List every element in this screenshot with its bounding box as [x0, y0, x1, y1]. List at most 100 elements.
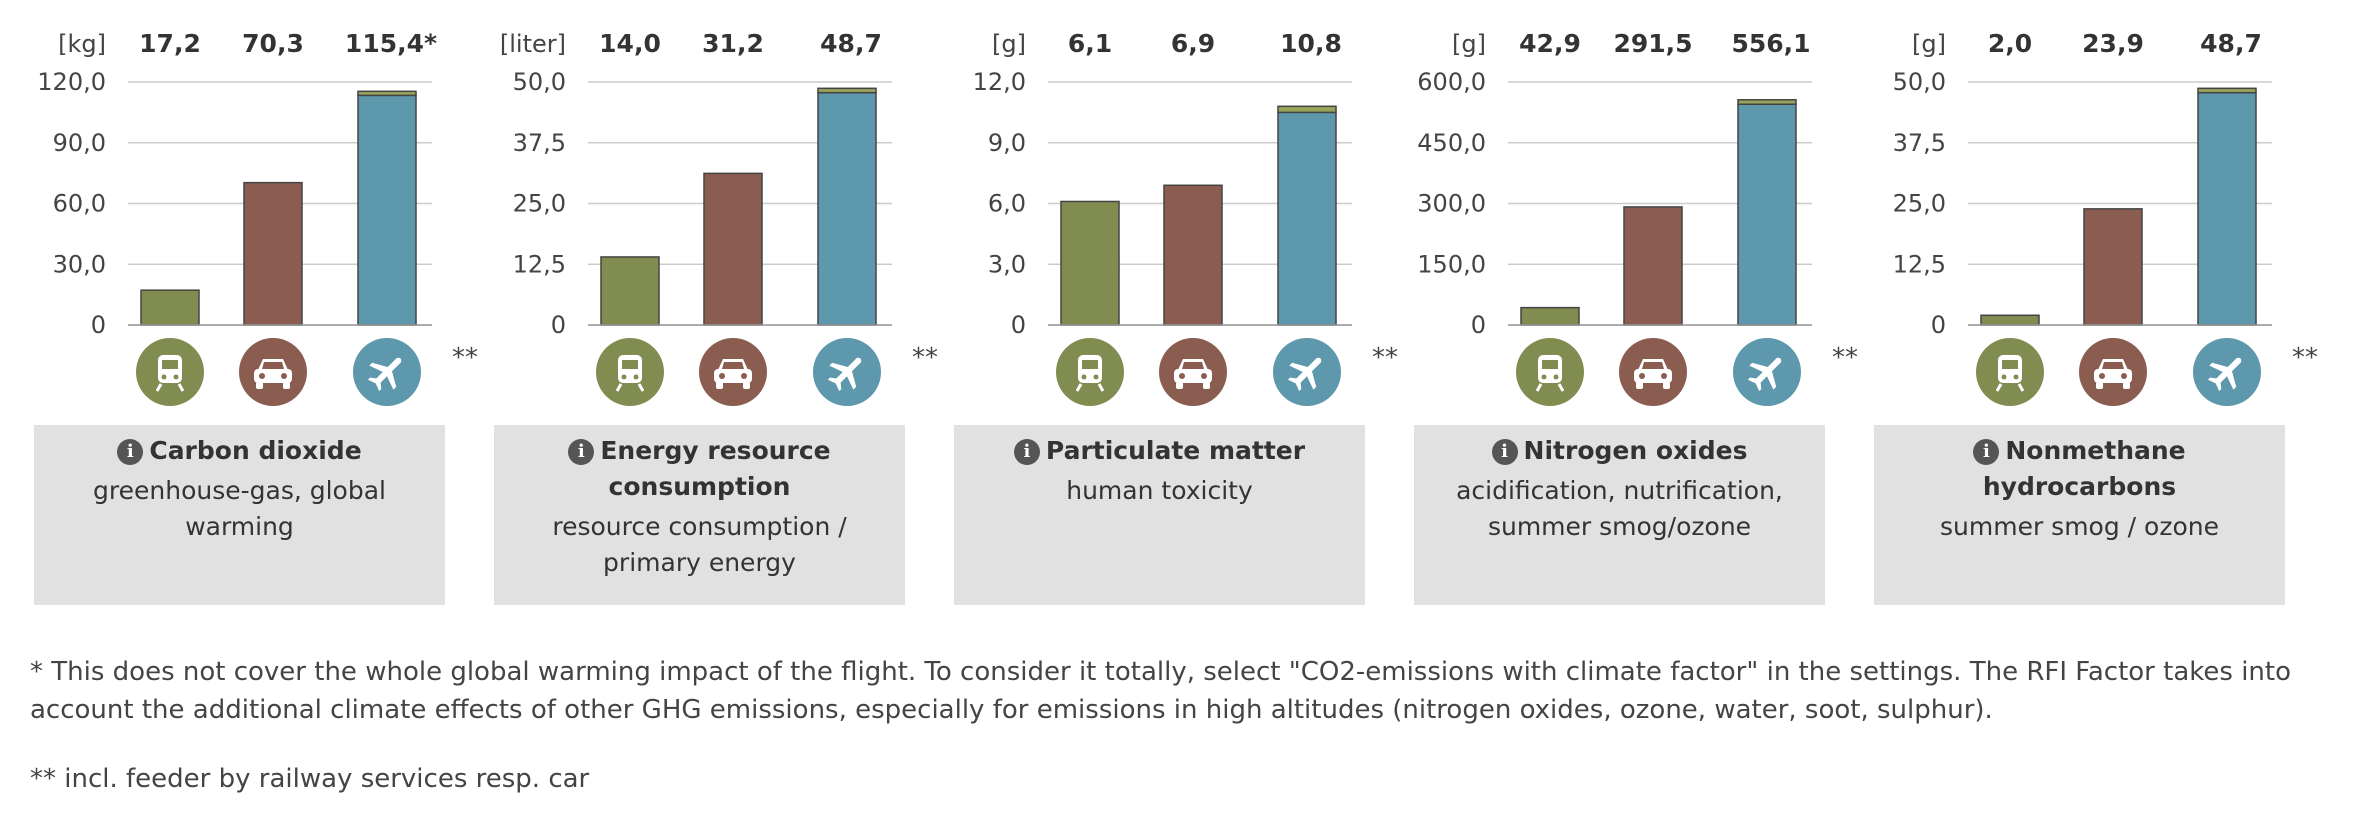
y-tick-label: 12,5	[1893, 250, 1946, 278]
info-icon[interactable]: i	[117, 439, 144, 465]
bar-car	[243, 181, 303, 326]
y-tick-label: 300,0	[1417, 190, 1486, 218]
bar-car	[2083, 208, 2143, 326]
value-label: 6,9	[1171, 29, 1215, 58]
chart-panel: 0 30,0 60,0 90,0 120,0 [kg] 17,2 70,3 115,4* ** i C…	[0, 0, 478, 620]
chart-panel: 0 12,5 25,0 37,5 50,0 [g] 2,0 23,9 48,7 ** i Nonmet…	[1840, 0, 2318, 620]
plane-icon	[813, 338, 881, 406]
bar-plane-feeder	[1277, 105, 1337, 114]
y-tick-label: 12,5	[513, 250, 566, 278]
value-label: 115,4*	[345, 29, 437, 58]
bar-plane-feeder	[2197, 87, 2257, 94]
chart-panel: 0 3,0 6,0 9,0 12,0 [g] 6,1 6,9 10,8 ** i Particulat…	[920, 0, 1398, 620]
category-title[interactable]: i Nitrogen oxides	[1420, 433, 1819, 469]
unit-label: [kg]	[58, 30, 106, 58]
bar-plane	[1737, 103, 1797, 326]
category-title[interactable]: i Energy resource consumption	[500, 433, 899, 505]
category-info-box: i Carbon dioxide greenhouse-gas, global wa…	[34, 425, 445, 605]
y-tick-label: 12,0	[973, 68, 1026, 96]
value-label: 70,3	[242, 29, 304, 58]
y-tick-label: 25,0	[1893, 190, 1946, 218]
feeder-note-mark: **	[1832, 343, 1858, 373]
category-title-text: Nitrogen oxides	[1523, 436, 1748, 465]
y-tick-label: 37,5	[1893, 129, 1946, 157]
category-description: greenhouse-gas, global warming	[93, 476, 386, 541]
category-title[interactable]: i Nonmethane hydrocarbons	[1880, 433, 2279, 505]
category-title-text: Nonmethane hydrocarbons	[1982, 436, 2186, 501]
value-label: 2,0	[1988, 29, 2032, 58]
plane-icon	[1273, 338, 1341, 406]
bar-train	[140, 289, 200, 326]
y-tick-label: 9,0	[988, 129, 1026, 157]
value-label: 48,7	[820, 29, 882, 58]
unit-label: [g]	[1452, 30, 1486, 58]
info-icon[interactable]: i	[568, 439, 595, 465]
bar-chart: 0 12,5 25,0 37,5 50,0 [liter] 14,0 31,2 48,7 **	[500, 29, 938, 406]
bar-plane	[2197, 91, 2257, 326]
feeder-note-mark: **	[1372, 343, 1398, 373]
bar-plane	[1277, 111, 1337, 326]
y-tick-label: 25,0	[513, 190, 566, 218]
bar-plane-feeder	[817, 87, 877, 94]
train-icon	[1056, 338, 1124, 406]
y-tick-label: 30,0	[53, 250, 106, 278]
bar-plane	[357, 94, 417, 326]
value-label: 23,9	[2082, 29, 2144, 58]
category-title-text: Carbon dioxide	[149, 436, 362, 465]
value-label: 291,5	[1613, 29, 1692, 58]
info-icon[interactable]: i	[1013, 439, 1040, 465]
unit-label: [g]	[1912, 30, 1946, 58]
category-info-box: i Nonmethane hydrocarbons summer smog / oz…	[1874, 425, 2285, 605]
feeder-note-mark: **	[2292, 343, 2318, 373]
info-icon[interactable]: i	[1973, 439, 2000, 465]
footnote-feeder: ** incl. feeder by railway services resp…	[30, 764, 590, 794]
category-info-box: i Energy resource consumption resource con…	[494, 425, 905, 605]
train-icon	[596, 338, 664, 406]
info-icon[interactable]: i	[1491, 439, 1518, 465]
bar-train	[600, 256, 660, 326]
plane-icon	[1733, 338, 1801, 406]
bar-chart: 0 3,0 6,0 9,0 12,0 [g] 6,1 6,9 10,8 **	[973, 29, 1398, 406]
category-title-text: Particulate matter	[1045, 436, 1306, 465]
category-description: summer smog / ozone	[1940, 512, 2219, 541]
category-title[interactable]: i Particulate matter	[960, 433, 1359, 469]
train-icon	[136, 338, 204, 406]
y-tick-label: 0	[1471, 311, 1486, 339]
car-icon	[699, 338, 767, 406]
bar-chart: 0 150,0 300,0 450,0 600,0 [g] 42,9 291,5 556,1 **	[1417, 29, 1858, 406]
y-tick-label: 0	[1011, 311, 1026, 339]
train-icon	[1976, 338, 2044, 406]
category-info-box: i Nitrogen oxides acidification, nutrifica…	[1414, 425, 1825, 605]
y-tick-label: 0	[1931, 311, 1946, 339]
y-tick-label: 0	[551, 311, 566, 339]
y-tick-label: 120,0	[37, 68, 106, 96]
bar-train	[1060, 200, 1120, 326]
y-tick-label: 6,0	[988, 190, 1026, 218]
y-tick-label: 0	[91, 311, 106, 339]
bar-car	[1163, 184, 1223, 326]
bar-car	[1623, 206, 1683, 326]
value-label: 31,2	[702, 29, 764, 58]
category-title[interactable]: i Carbon dioxide	[40, 433, 439, 469]
category-title-text: Energy resource consumption	[600, 436, 831, 501]
category-description: human toxicity	[1066, 476, 1253, 505]
bar-train	[1520, 306, 1580, 326]
value-label: 10,8	[1280, 29, 1342, 58]
y-tick-label: 150,0	[1417, 250, 1486, 278]
bar-car	[703, 172, 763, 326]
bar-plane-feeder	[1737, 99, 1797, 105]
value-label: 42,9	[1519, 29, 1581, 58]
car-icon	[1159, 338, 1227, 406]
y-tick-label: 50,0	[1893, 68, 1946, 96]
bar-chart: 0 12,5 25,0 37,5 50,0 [g] 2,0 23,9 48,7 **	[1893, 29, 2318, 406]
train-icon	[1516, 338, 1584, 406]
unit-label: [liter]	[500, 30, 566, 58]
y-tick-label: 37,5	[513, 129, 566, 157]
footnote-climate: * This does not cover the whole global w…	[30, 657, 2291, 725]
bar-plane	[817, 91, 877, 326]
value-label: 6,1	[1068, 29, 1112, 58]
feeder-note-mark: **	[452, 343, 478, 373]
y-tick-label: 3,0	[988, 250, 1026, 278]
plane-icon	[2193, 338, 2261, 406]
